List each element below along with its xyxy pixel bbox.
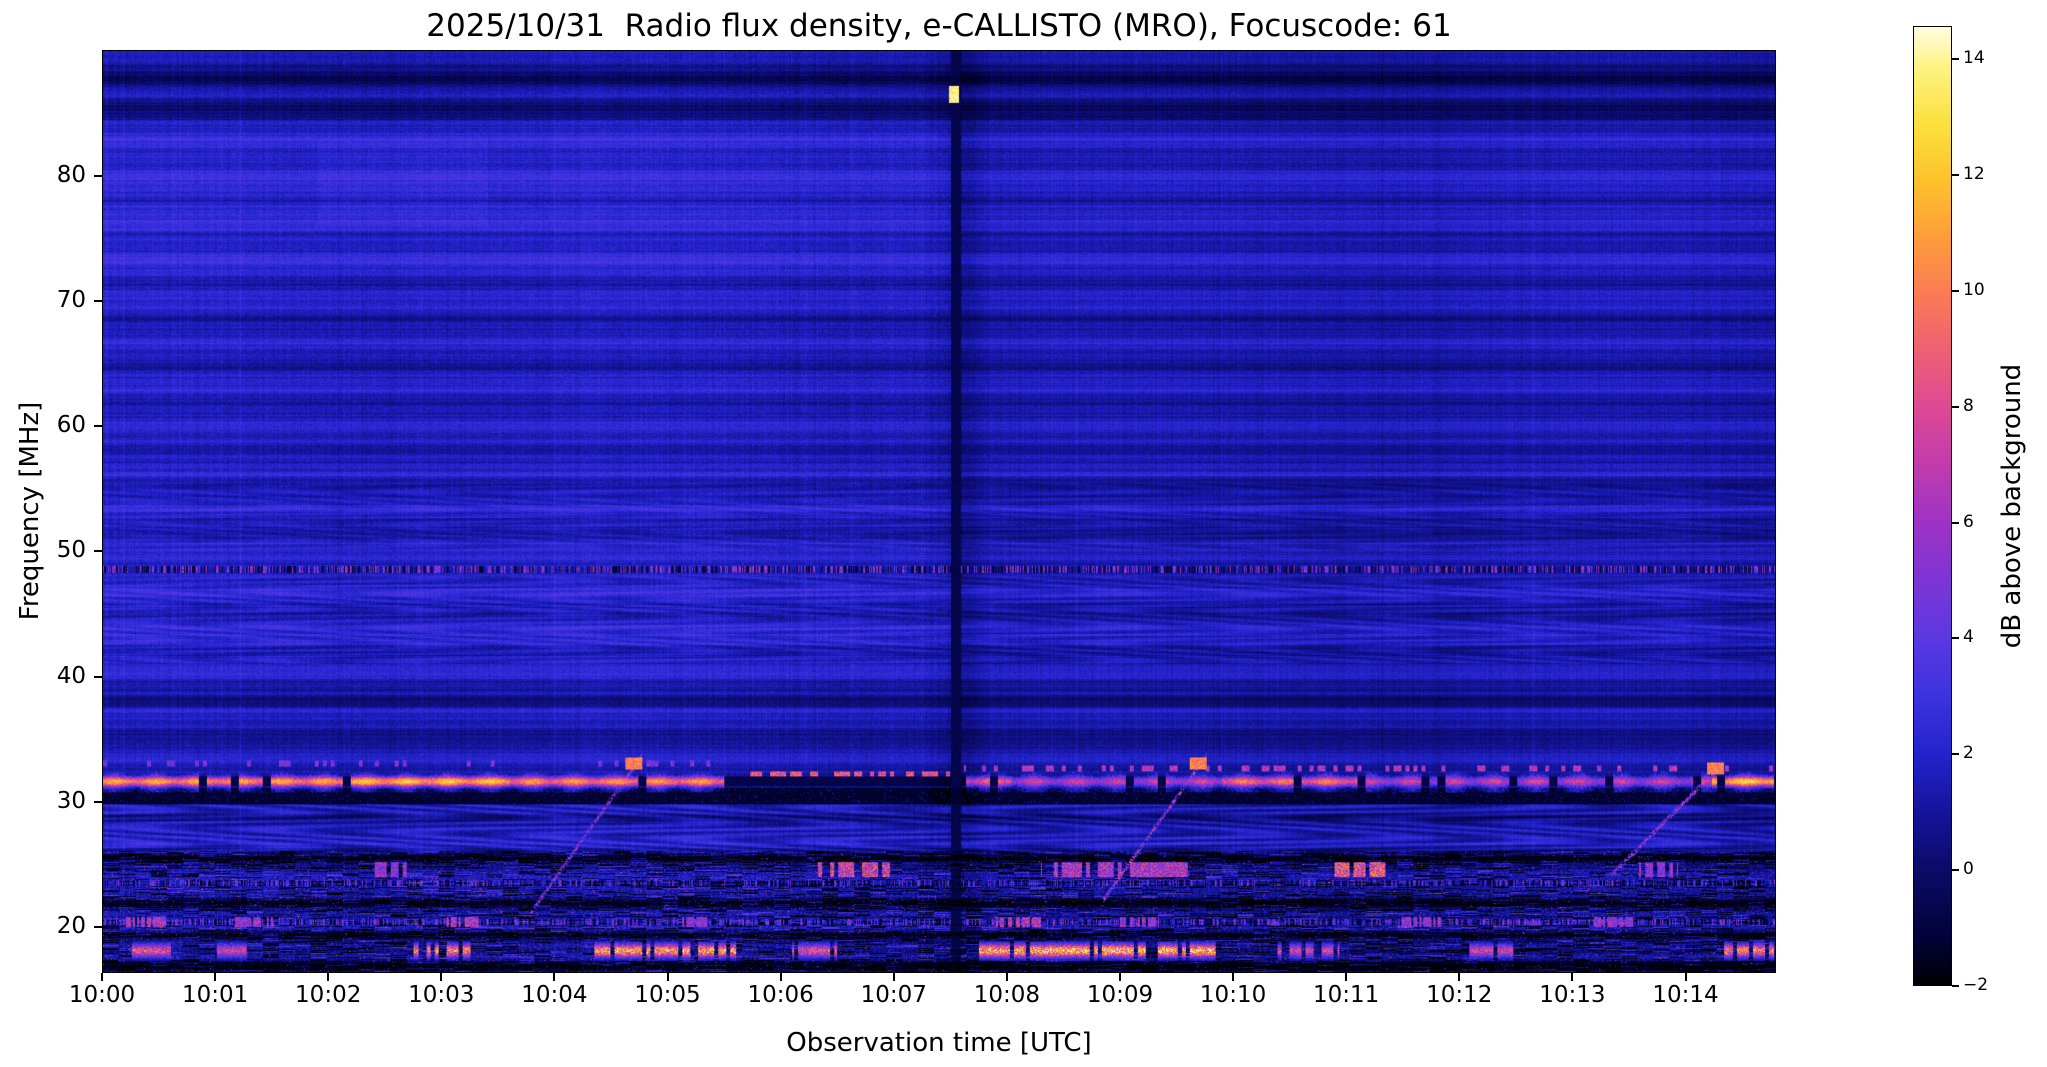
chart-title: 2025/10/31 Radio flux density, e-CALLIST… [426, 8, 1452, 44]
colorbar [1913, 26, 1952, 986]
y-tick-mark [94, 174, 102, 177]
colorbar-tick-label: 8 [1963, 395, 1974, 416]
y-tick-label: 60 [56, 412, 86, 439]
x-tick-label: 10:00 [68, 982, 136, 1008]
y-tick-mark [94, 550, 102, 553]
y-tick-label: 80 [56, 161, 86, 188]
y-tick-label: 40 [56, 662, 86, 689]
y-tick-label: 50 [56, 537, 86, 564]
colorbar-tick-mark [1952, 58, 1959, 61]
x-tick-label: 10:06 [747, 982, 814, 1008]
x-tick-mark [779, 973, 782, 981]
plot-area [102, 50, 1776, 973]
y-tick-label: 20 [56, 913, 86, 940]
x-tick-label: 10:12 [1426, 982, 1493, 1008]
colorbar-tick-label: 12 [1963, 163, 1985, 184]
x-tick-label: 10:02 [295, 982, 362, 1008]
x-tick-mark [1232, 973, 1235, 981]
x-tick-label: 10:08 [973, 982, 1040, 1008]
x-tick-mark [1118, 973, 1121, 981]
colorbar-tick-mark [1952, 753, 1959, 756]
x-tick-mark [101, 973, 103, 981]
colorbar-tick-label: 10 [1963, 279, 1985, 300]
colorbar-tick-label: −2 [1963, 975, 1989, 995]
x-tick-label: 10:04 [521, 982, 588, 1008]
x-tick-mark [1571, 973, 1574, 981]
x-tick-label: 10:07 [860, 982, 927, 1008]
x-axis-label: Observation time [UTC] [786, 1028, 1092, 1058]
y-tick-mark [94, 425, 102, 428]
x-tick-label: 10:03 [408, 982, 475, 1008]
y-tick-mark [94, 800, 102, 803]
colorbar-tick-label: 4 [1963, 627, 1974, 648]
x-tick-mark [440, 973, 443, 981]
colorbar-tick-label: 14 [1963, 48, 1985, 69]
colorbar-tick-mark [1952, 173, 1959, 176]
x-tick-mark [1005, 973, 1008, 981]
x-tick-mark [1458, 973, 1461, 981]
x-tick-mark [327, 973, 330, 981]
y-tick-mark [94, 300, 102, 303]
x-tick-label: 10:13 [1539, 982, 1606, 1008]
colorbar-tick-label: 2 [1963, 743, 1974, 764]
colorbar-tick-mark [1952, 985, 1959, 987]
y-tick-label: 70 [56, 287, 86, 314]
x-tick-mark [553, 973, 556, 981]
colorbar-tick-label: 6 [1963, 511, 1974, 532]
x-tick-label: 10:05 [634, 982, 701, 1008]
x-tick-mark [214, 973, 217, 981]
y-tick-label: 30 [56, 787, 86, 814]
x-tick-mark [892, 973, 895, 981]
x-tick-label: 10:09 [1086, 982, 1154, 1008]
y-tick-mark [94, 675, 102, 678]
x-tick-label: 10:01 [181, 982, 249, 1008]
y-tick-mark [94, 926, 102, 929]
colorbar-tick-label: 0 [1963, 859, 1974, 880]
x-tick-label: 10:10 [1199, 982, 1267, 1008]
colorbar-tick-mark [1952, 289, 1959, 292]
colorbar-tick-mark [1952, 637, 1959, 640]
x-tick-mark [1684, 973, 1687, 981]
colorbar-tick-mark [1952, 405, 1959, 408]
colorbar-gradient [1914, 27, 1951, 985]
colorbar-tick-mark [1952, 521, 1959, 524]
spectrogram-canvas [103, 51, 1775, 972]
colorbar-label: dB above background [1997, 363, 2027, 649]
x-tick-label: 10:11 [1313, 982, 1380, 1008]
colorbar-tick-mark [1952, 869, 1959, 872]
x-tick-mark [1345, 973, 1348, 981]
x-tick-label: 10:14 [1652, 982, 1719, 1008]
x-tick-mark [666, 973, 669, 981]
